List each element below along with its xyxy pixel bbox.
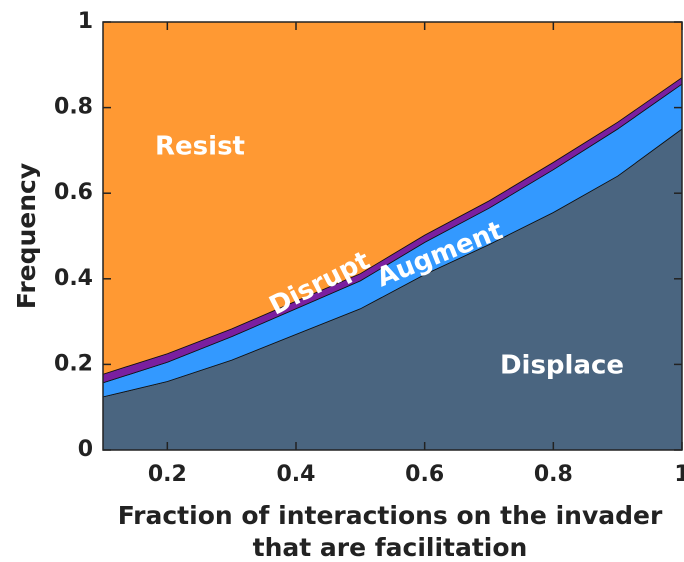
x-tick-label: 0.6 — [405, 462, 444, 487]
y-tick-label: 0.4 — [54, 266, 93, 291]
x-axis-label: Fraction of interactions on the invader — [118, 501, 663, 530]
y-tick-label: 0.2 — [54, 351, 93, 376]
series-label: Resist — [155, 132, 245, 162]
y-tick-label: 1 — [78, 9, 93, 34]
plot-frame — [102, 21, 683, 451]
x-tick-label: 0.8 — [534, 462, 573, 487]
y-tick-label: 0 — [78, 437, 93, 462]
x-axis-label: that are facilitation — [253, 533, 528, 562]
y-tick-label: 0.8 — [54, 95, 93, 120]
series-label: Displace — [500, 351, 624, 381]
x-tick-label: 0.2 — [148, 462, 187, 487]
x-tick-label: 0.4 — [277, 462, 316, 487]
y-axis-label: Frequency — [12, 163, 41, 309]
x-tick-label: 1 — [674, 462, 684, 487]
y-tick-label: 0.6 — [54, 180, 93, 205]
